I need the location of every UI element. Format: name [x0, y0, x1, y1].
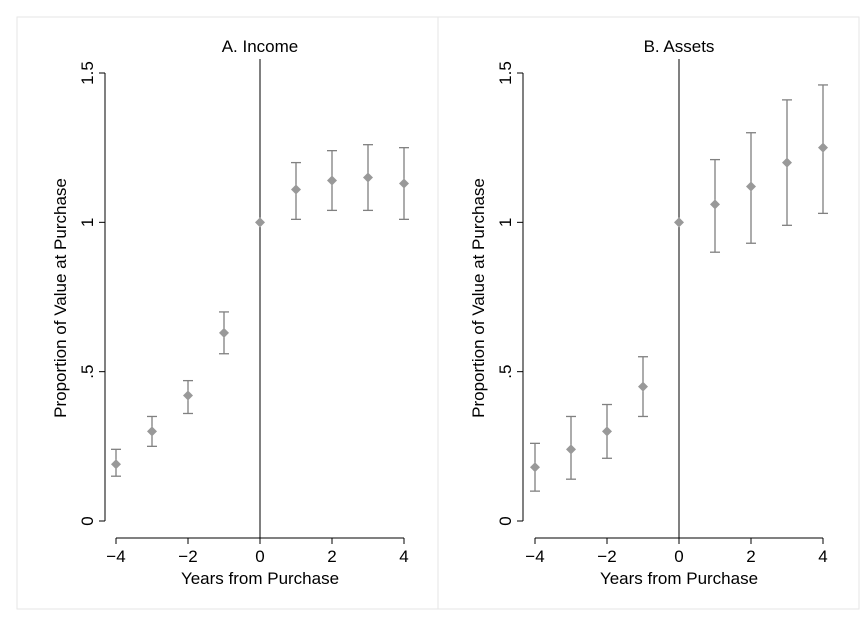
data-point: [363, 172, 373, 183]
x-tick-label: −2: [178, 547, 197, 566]
x-axis-label: Years from Purchase: [181, 569, 339, 588]
y-tick-label: 0: [496, 516, 515, 525]
panel-title: B. Assets: [644, 37, 715, 56]
data-point: [183, 390, 193, 401]
data-point: [219, 327, 229, 338]
data-point: [602, 426, 612, 437]
y-axis-label: Proportion of Value at Purchase: [51, 178, 70, 418]
y-tick-label: .5: [78, 365, 97, 379]
data-point: [399, 178, 409, 189]
data-point: [638, 381, 648, 392]
data-point: [710, 199, 720, 210]
x-tick-label: 2: [327, 547, 336, 566]
y-tick-label: 1: [78, 218, 97, 227]
data-point: [782, 157, 792, 168]
panel-marks: 0 .5 1 1.5 −4 −2 0 2 4: [78, 59, 409, 566]
y-tick-label: .5: [496, 365, 515, 379]
x-tick-label: 0: [255, 547, 264, 566]
x-tick-label: 4: [399, 547, 408, 566]
data-point: [746, 181, 756, 192]
y-axis-label: Proportion of Value at Purchase: [469, 178, 488, 418]
y-tick-label: 1.5: [496, 61, 515, 85]
data-point: [291, 184, 301, 195]
x-tick-label: 0: [674, 547, 683, 566]
panel-income: A. Income Proportion of Value at Purchas…: [16, 16, 439, 610]
data-point: [111, 459, 121, 470]
x-tick-label: −2: [597, 547, 616, 566]
y-tick-label: 1.5: [78, 61, 97, 85]
data-point: [147, 426, 157, 437]
data-point: [255, 217, 265, 228]
x-tick-label: 4: [818, 547, 827, 566]
panel-marks: 0 .5 1 1.5 −4 −2 0 2 4: [496, 59, 828, 566]
x-axis-label: Years from Purchase: [600, 569, 758, 588]
panel-assets: B. Assets Proportion of Value at Purchas…: [437, 16, 860, 610]
y-tick-label: 0: [78, 516, 97, 525]
data-point: [566, 444, 576, 455]
panel-border: [437, 16, 860, 610]
data-point: [530, 462, 540, 473]
x-tick-label: −4: [525, 547, 544, 566]
y-tick-label: 1: [496, 218, 515, 227]
x-tick-label: 2: [746, 547, 755, 566]
data-point: [818, 142, 828, 153]
x-tick-label: −4: [106, 547, 125, 566]
data-point: [327, 175, 337, 186]
panel-title: A. Income: [222, 37, 299, 56]
data-point: [674, 217, 684, 228]
